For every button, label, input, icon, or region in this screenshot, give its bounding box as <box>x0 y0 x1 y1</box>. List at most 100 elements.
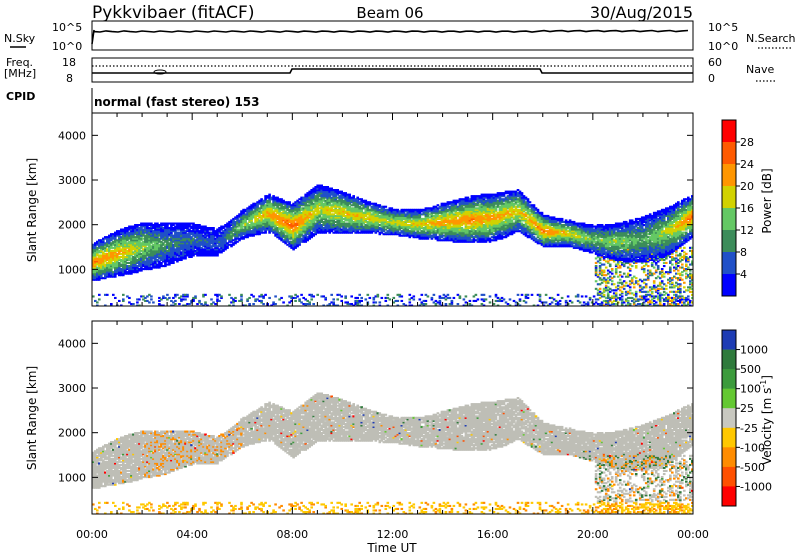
power-cell <box>290 242 293 245</box>
power-cell <box>452 217 456 221</box>
power-cell <box>212 236 215 239</box>
power-cell <box>122 293 125 296</box>
power-cell <box>380 296 384 300</box>
power-cell <box>480 210 484 213</box>
power-cell <box>156 228 159 231</box>
power-cell <box>190 254 193 257</box>
power-cell <box>368 224 372 227</box>
power-cell <box>222 249 225 252</box>
power-cell <box>172 234 175 237</box>
power-cell <box>450 201 454 204</box>
power-cell <box>130 236 133 239</box>
power-cell <box>390 217 394 221</box>
power-cell <box>354 198 357 201</box>
power-cell <box>324 207 327 210</box>
power-cell <box>126 243 129 246</box>
power-cell <box>174 254 177 257</box>
power-cell <box>418 236 422 239</box>
power-cell <box>350 204 353 207</box>
power-cell <box>186 233 189 236</box>
power-cell <box>482 293 486 296</box>
power-cell <box>458 219 462 222</box>
power-cell <box>460 227 464 230</box>
power-cell <box>432 231 436 234</box>
power-cell <box>286 205 289 208</box>
power-cell <box>192 222 195 225</box>
power-cell <box>338 225 341 228</box>
power-cell <box>92 254 95 257</box>
power-cell <box>280 239 283 242</box>
power-cell <box>472 236 476 239</box>
power-cell <box>452 228 456 231</box>
power-cell <box>434 210 438 213</box>
power-cell <box>412 298 416 301</box>
power-cell <box>132 255 135 259</box>
power-cell <box>388 211 392 214</box>
power-cell <box>482 199 486 202</box>
power-cell <box>456 231 460 234</box>
power-cell <box>180 239 183 242</box>
power-cell <box>190 231 193 234</box>
nsky-label: N.Sky <box>4 32 36 45</box>
power-cell <box>446 233 450 236</box>
power-cell <box>322 304 325 306</box>
power-cell <box>278 210 281 213</box>
power-cell <box>448 236 452 239</box>
power-cell <box>434 303 438 306</box>
power-cell <box>166 236 169 239</box>
power-cell <box>296 208 299 211</box>
power-cell <box>246 216 249 219</box>
power-cell <box>354 231 357 234</box>
power-cell <box>228 304 231 306</box>
power-cell <box>320 195 323 198</box>
power-cell <box>378 301 382 304</box>
power-cell <box>366 227 370 230</box>
power-cell <box>430 234 434 237</box>
power-cell <box>484 199 488 202</box>
power-cell <box>454 219 458 222</box>
power-cell <box>444 207 448 210</box>
power-cell <box>450 222 454 225</box>
power-cell <box>172 255 175 259</box>
power-cell <box>102 252 105 255</box>
power-cell <box>288 230 291 233</box>
power-cell <box>330 293 333 296</box>
power-cell <box>482 240 486 243</box>
power-cell <box>298 205 301 208</box>
power-cell <box>404 227 408 230</box>
power-cell <box>318 220 321 224</box>
power-cell <box>306 228 309 231</box>
power-cell <box>284 230 287 233</box>
power-cell <box>328 198 331 201</box>
power-cell <box>262 205 265 208</box>
power-cell <box>448 220 452 224</box>
power-cell <box>180 237 183 240</box>
power-cell <box>410 208 414 211</box>
power-cell <box>482 217 486 221</box>
power-cell <box>212 228 215 231</box>
power-cell <box>170 228 173 231</box>
power-cell <box>104 268 107 271</box>
power-cell <box>374 219 378 222</box>
power-cell <box>396 228 400 231</box>
power-cell <box>308 293 311 296</box>
power-cell <box>296 295 299 298</box>
power-cell <box>310 233 313 236</box>
power-cell <box>278 219 281 222</box>
power-cell <box>122 254 125 257</box>
power-cell <box>446 236 450 239</box>
power-cell <box>102 258 105 262</box>
power-cell <box>472 220 476 224</box>
power-cell <box>336 222 339 225</box>
power-cell <box>188 251 191 254</box>
power-cell <box>116 272 119 275</box>
power-cell <box>430 227 434 230</box>
power-cell <box>460 231 464 234</box>
power-cell <box>130 252 133 255</box>
power-cell <box>296 224 299 227</box>
power-cell <box>364 207 368 210</box>
power-cell <box>104 248 107 251</box>
power-cell <box>140 261 143 265</box>
power-cell <box>204 243 207 246</box>
power-cell <box>372 217 376 221</box>
